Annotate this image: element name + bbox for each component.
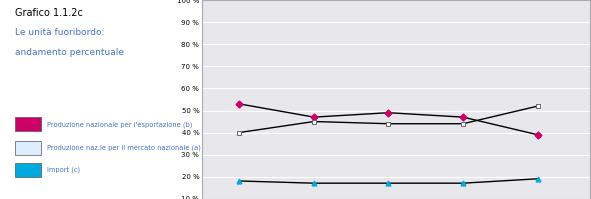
Text: Import (c): Import (c) bbox=[47, 167, 80, 173]
Bar bbox=[15, 117, 41, 131]
Text: Produzione nazionale per l'esportazione (b): Produzione nazionale per l'esportazione … bbox=[47, 121, 192, 128]
Text: Grafico 1.1.2c: Grafico 1.1.2c bbox=[15, 8, 83, 18]
Bar bbox=[15, 141, 41, 155]
Text: andamento percentuale: andamento percentuale bbox=[15, 48, 124, 57]
Bar bbox=[15, 163, 41, 177]
Text: Le unità fuoribordo:: Le unità fuoribordo: bbox=[15, 28, 104, 37]
Text: Produzione naz.le per il mercato nazionale (a): Produzione naz.le per il mercato naziona… bbox=[47, 145, 200, 151]
